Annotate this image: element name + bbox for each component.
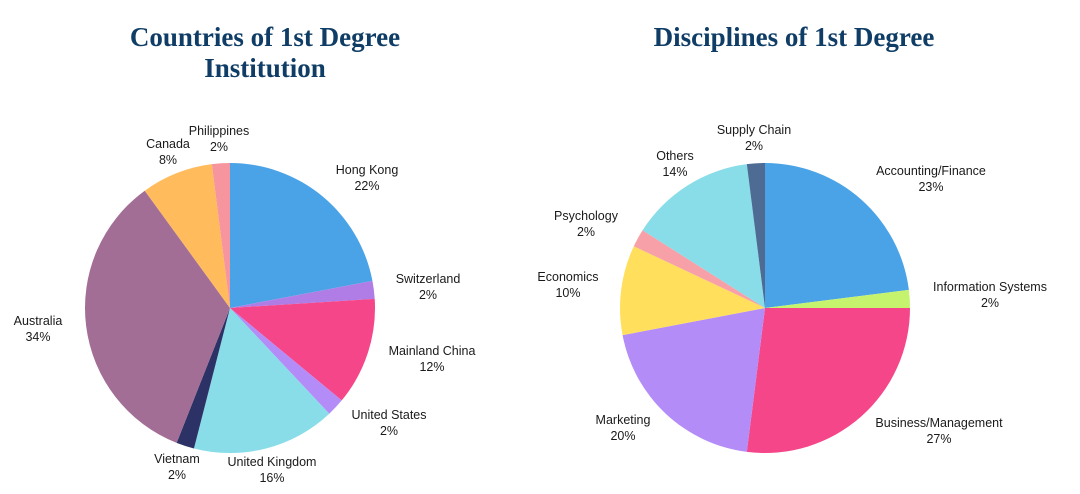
slice-label-name: United States (351, 408, 426, 422)
slice-label-percent: 12% (419, 360, 444, 374)
slice-label-name: Canada (146, 137, 190, 151)
pie-chart-countries: Hong Kong 22% Switzerland 2% Mainland China 1… (14, 124, 476, 485)
slice-label-percent: 2% (380, 424, 398, 438)
pie-slice-supply-chain (746, 162, 765, 308)
slice-label-percent: 2% (419, 288, 437, 302)
slice-label-name: Business/Management (875, 416, 1003, 430)
slice-label-percent: 34% (25, 330, 50, 344)
slice-label-psychology: Psychology 2% (554, 209, 619, 239)
slice-label-percent: 20% (610, 429, 635, 443)
slice-label-name: Hong Kong (336, 163, 399, 177)
chart-title-disciplines: Disciplines of 1st Degree (604, 22, 984, 53)
pie-slice-accounting-finance (765, 163, 909, 308)
slice-label-business-management: Business/Management 27% (875, 416, 1003, 446)
slice-label-australia: Australia 34% (14, 314, 63, 344)
pie-slice-united-kingdom (193, 308, 330, 453)
slice-label-information-systems: Information Systems 2% (933, 280, 1047, 310)
pie-chart-disciplines: Accounting/Finance 23% Information Systems… (537, 123, 1047, 454)
slice-label-percent: 2% (981, 296, 999, 310)
slice-label-name: Economics (537, 270, 598, 284)
slice-label-name: Others (656, 149, 694, 163)
slice-label-economics: Economics 10% (537, 270, 598, 300)
pie-slice-business-management (746, 308, 910, 454)
slice-label-name: Psychology (554, 209, 619, 223)
pie-slice-mainland-china (230, 298, 375, 401)
slice-label-percent: 14% (662, 165, 687, 179)
pie-slice-hong-kong (230, 163, 373, 308)
pie-slice-australia (84, 190, 231, 443)
title-line: Institution (204, 53, 326, 83)
chart-title-countries: Countries of 1st Degree Institution (95, 22, 435, 84)
pie-slice-information-systems (765, 289, 910, 308)
slice-label-vietnam: Vietnam 2% (154, 452, 200, 482)
slice-label-name: Switzerland (396, 272, 461, 286)
slice-label-mainland-china: Mainland China 12% (389, 344, 476, 374)
slice-label-percent: 2% (210, 140, 228, 154)
slice-label-name: Philippines (189, 124, 249, 138)
slice-label-name: Marketing (596, 413, 651, 427)
slice-label-switzerland: Switzerland 2% (396, 272, 461, 302)
pie-slice-economics (620, 246, 765, 336)
slice-label-name: Accounting/Finance (876, 164, 986, 178)
slice-label-united-states: United States 2% (351, 408, 426, 438)
slice-label-name: Supply Chain (717, 123, 791, 137)
slice-label-name: Vietnam (154, 452, 200, 466)
slice-label-percent: 2% (745, 139, 763, 153)
title-line: Countries of 1st Degree (129, 22, 401, 52)
slice-label-others: Others 14% (656, 149, 694, 179)
slice-label-percent: 8% (159, 153, 177, 167)
pie-slice-united-states (230, 308, 342, 414)
slice-label-percent: 22% (354, 179, 379, 193)
slice-label-percent: 10% (555, 286, 580, 300)
pie-slice-vietnam (176, 308, 230, 449)
slice-label-name: Australia (14, 314, 63, 328)
slice-label-accounting-finance: Accounting/Finance 23% (876, 164, 986, 194)
slice-label-name: Information Systems (933, 280, 1047, 294)
pie-slice-philippines (211, 162, 230, 308)
pie-slice-canada (144, 164, 230, 308)
slice-label-marketing: Marketing 20% (596, 413, 651, 443)
slice-label-percent: 16% (259, 471, 284, 485)
slice-label-hong-kong: Hong Kong 22% (336, 163, 399, 193)
slice-label-name: United Kingdom (228, 455, 317, 469)
pie-slice-marketing (622, 308, 765, 452)
slice-label-percent: 2% (168, 468, 186, 482)
pie-slice-switzerland (230, 280, 375, 308)
slice-label-percent: 27% (926, 432, 951, 446)
slice-label-percent: 23% (918, 180, 943, 194)
pie-slice-psychology (633, 230, 765, 308)
title-line: Disciplines of 1st Degree (653, 22, 935, 52)
slice-label-supply-chain: Supply Chain 2% (717, 123, 791, 153)
slice-label-name: Mainland China (389, 344, 476, 358)
slice-label-philippines: Philippines 2% (189, 124, 249, 154)
slice-label-united-kingdom: United Kingdom 16% (228, 455, 317, 485)
pie-slice-others (642, 164, 765, 308)
slice-label-percent: 2% (577, 225, 595, 239)
slice-label-canada: Canada 8% (146, 137, 190, 167)
